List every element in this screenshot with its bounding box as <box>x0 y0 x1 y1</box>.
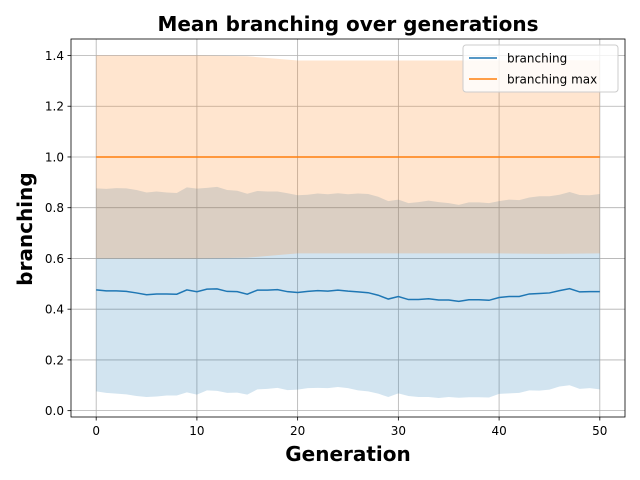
confidence-band-branching <box>96 186 600 398</box>
plot-background <box>71 39 625 417</box>
legend: branching branching max <box>462 44 619 93</box>
y-tick-label: 0.0 <box>45 404 64 418</box>
y-tick-label: 1.0 <box>45 150 64 164</box>
y-axis-label: branching <box>13 172 37 285</box>
chart-title: Mean branching over generations <box>157 12 538 36</box>
plot-area: 0 10 20 30 40 50 0.0 0.2 0.4 0.6 0.8 1.0 1.2 1.4 <box>45 38 626 438</box>
legend-label-branching: branching <box>507 52 567 66</box>
x-tick-label: 30 <box>391 424 406 438</box>
y-tick-label: 0.8 <box>45 201 64 215</box>
x-tick-label: 50 <box>592 424 607 438</box>
x-tick-label: 0 <box>92 424 100 438</box>
x-tick-label: 20 <box>290 424 305 438</box>
axes-frame <box>70 38 626 418</box>
legend-label-branching-max: branching max <box>507 73 597 87</box>
y-tick-label: 0.2 <box>45 353 64 367</box>
y-tick-label: 0.6 <box>45 252 64 266</box>
legend-box <box>462 44 619 93</box>
y-tick-label: 1.4 <box>45 49 64 63</box>
x-tick-label: 10 <box>189 424 204 438</box>
y-tick-label: 1.2 <box>45 100 64 114</box>
x-axis-label: Generation <box>285 442 411 466</box>
x-tick-label: 40 <box>491 424 506 438</box>
series-line-branching <box>96 287 600 303</box>
y-tick-label: 0.4 <box>45 303 64 317</box>
